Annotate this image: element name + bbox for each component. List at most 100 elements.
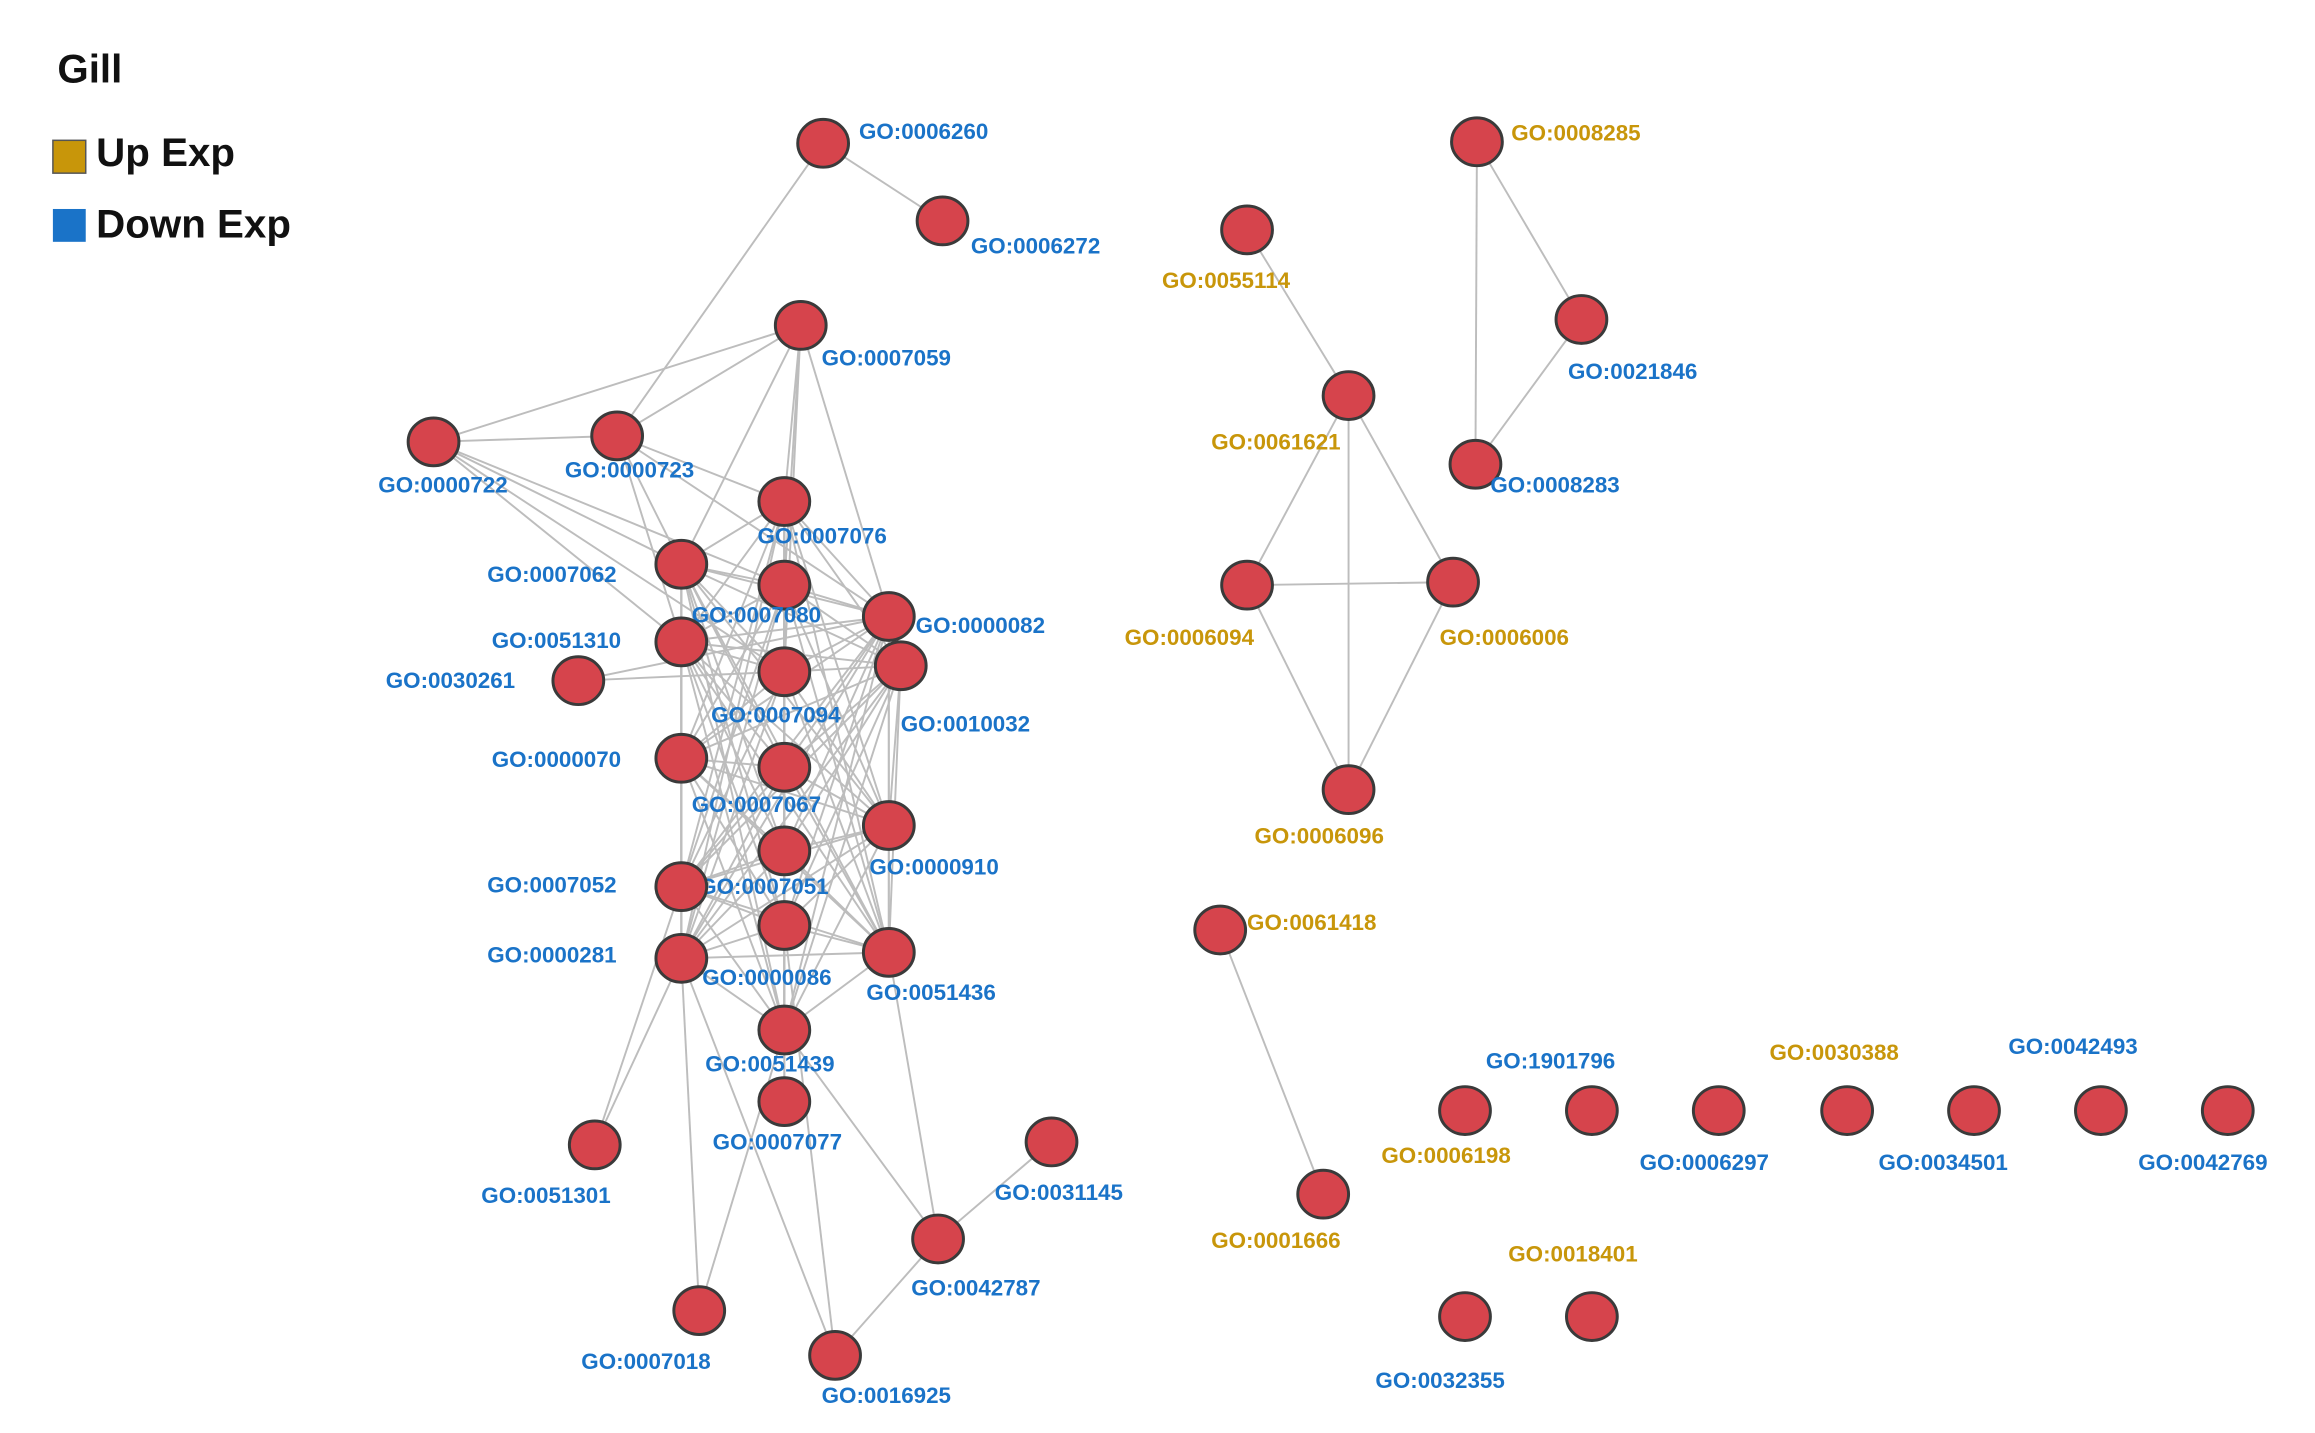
node	[654, 932, 709, 984]
edge	[680, 958, 701, 1311]
edge	[799, 325, 890, 617]
node-label: GO:0007080	[692, 602, 821, 627]
node-label: GO:0007018	[581, 1349, 710, 1374]
node-label: GO:0007051	[699, 874, 828, 899]
edge	[1219, 929, 1325, 1195]
node	[911, 1213, 965, 1265]
edge	[1347, 395, 1454, 583]
node	[808, 1330, 862, 1381]
node-label: GO:0010032	[901, 711, 1030, 736]
node-label: GO:0051301	[481, 1183, 610, 1208]
node	[915, 195, 970, 247]
node	[1565, 1291, 1619, 1342]
node	[1024, 1116, 1079, 1168]
node	[1438, 1085, 1492, 1136]
edge	[680, 563, 786, 852]
edge	[680, 641, 786, 926]
node-label: GO:0000070	[492, 747, 621, 772]
edge	[783, 584, 890, 826]
edge	[680, 324, 802, 565]
edge	[783, 665, 902, 1031]
edge	[616, 142, 824, 437]
node	[757, 646, 812, 698]
node-label: GO:0030388	[1770, 1040, 1899, 1065]
node-label: GO:0051439	[705, 1052, 834, 1077]
node-label: GO:0006094	[1125, 625, 1255, 650]
node	[757, 825, 812, 877]
node-label: GO:0032355	[1375, 1368, 1504, 1393]
node-label: GO:0031145	[995, 1180, 1123, 1205]
node-label: GO:0006006	[1440, 625, 1569, 650]
node	[2200, 1085, 2255, 1136]
edge	[698, 1029, 786, 1311]
edge	[578, 615, 890, 682]
edge	[783, 665, 902, 926]
node	[773, 300, 828, 351]
node	[757, 900, 812, 951]
node	[567, 1119, 622, 1171]
node	[1565, 1085, 1619, 1136]
node	[1296, 1168, 1351, 1220]
node	[757, 1004, 812, 1056]
node	[654, 616, 709, 668]
node-label: GO:0007076	[757, 523, 886, 548]
nodes: GO:0006260 GO:0006272 GO:0007059 GO:0000722…	[378, 116, 2268, 1408]
edge	[783, 616, 890, 852]
edge	[783, 671, 890, 827]
legend-swatch	[52, 208, 86, 242]
node-label: GO:0042787	[911, 1276, 1040, 1301]
edge	[1246, 229, 1350, 397]
node	[1321, 764, 1376, 816]
edge	[1247, 581, 1454, 587]
node-label: GO:0007067	[692, 792, 821, 817]
edge	[1474, 141, 1478, 465]
edge	[680, 886, 786, 1031]
edge	[433, 440, 682, 566]
node	[1820, 1085, 1875, 1136]
node-label: GO:0042493	[2008, 1034, 2137, 1059]
node-label: GO:0051436	[866, 980, 995, 1005]
edge	[433, 441, 785, 673]
edge	[593, 957, 683, 1146]
node	[1450, 116, 1504, 168]
node-label: GO:0051310	[492, 628, 621, 653]
edge	[680, 757, 786, 926]
node-label: GO:0008283	[1490, 473, 1619, 498]
node	[2074, 1085, 2128, 1136]
node-label: GO:0061621	[1211, 429, 1340, 454]
node	[1691, 1085, 1746, 1136]
node-label: GO:0042769	[2138, 1150, 2267, 1175]
node-label: GO:0007077	[713, 1129, 842, 1154]
node	[1438, 1291, 1492, 1342]
title: Gill	[57, 46, 122, 91]
node-label: GO:0016925	[822, 1383, 951, 1408]
edge	[1476, 141, 1583, 320]
edge	[1246, 395, 1350, 586]
edge	[783, 825, 890, 1031]
edge	[680, 671, 786, 888]
edge	[783, 616, 890, 1031]
node-label: GO:0034501	[1878, 1150, 2007, 1175]
edge	[433, 440, 785, 587]
node	[590, 410, 645, 462]
node	[406, 416, 461, 468]
node-label: GO:0021846	[1568, 359, 1697, 384]
legend-swatch	[52, 139, 87, 174]
node-label: GO:0061418	[1247, 910, 1376, 935]
edge	[681, 951, 889, 960]
node-label: GO:0006272	[971, 234, 1100, 259]
edge	[616, 434, 785, 503]
node	[654, 732, 709, 784]
node	[861, 591, 916, 642]
edge	[680, 641, 786, 768]
edge	[1246, 584, 1350, 791]
node	[1426, 556, 1480, 608]
node	[757, 1076, 812, 1127]
node	[1193, 904, 1248, 956]
edge	[680, 766, 786, 888]
node-label: GO:0000086	[702, 965, 831, 990]
edge	[680, 584, 786, 759]
node-label: GO:0000723	[565, 458, 694, 483]
edge	[783, 671, 890, 953]
